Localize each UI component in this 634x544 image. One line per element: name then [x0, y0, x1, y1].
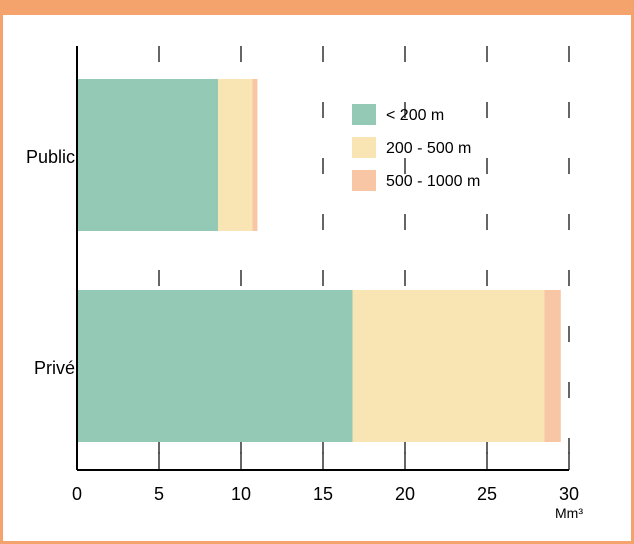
x-unit-label: Mm³ [555, 505, 583, 521]
x-tick-label: 15 [313, 484, 333, 504]
bar-segment [218, 79, 253, 231]
x-tick-label: 30 [559, 484, 579, 504]
axes [76, 46, 570, 471]
legend: < 200 m 200 - 500 m 500 - 1000 m [352, 104, 480, 191]
bar-segment [77, 290, 353, 442]
x-tick-label: 5 [154, 484, 164, 504]
category-label: Privé [34, 358, 75, 378]
bar-segment [252, 79, 258, 231]
legend-swatch [352, 170, 376, 191]
x-tick-label: 20 [395, 484, 415, 504]
x-tick-label: 10 [231, 484, 251, 504]
category-labels: Public Privé [26, 147, 75, 378]
bar-segment [352, 290, 545, 442]
legend-label: 200 - 500 m [386, 140, 471, 157]
title-bar [0, 0, 634, 15]
bar-segment [544, 290, 561, 442]
legend-label: 500 - 1000 m [386, 173, 480, 190]
bars [77, 79, 561, 442]
bar-segment [77, 79, 219, 231]
legend-label: < 200 m [386, 107, 444, 124]
legend-swatch [352, 104, 376, 125]
category-label: Public [26, 147, 75, 167]
x-tick-label: 25 [477, 484, 497, 504]
legend-swatch [352, 137, 376, 158]
x-tick-label: 0 [72, 484, 82, 504]
